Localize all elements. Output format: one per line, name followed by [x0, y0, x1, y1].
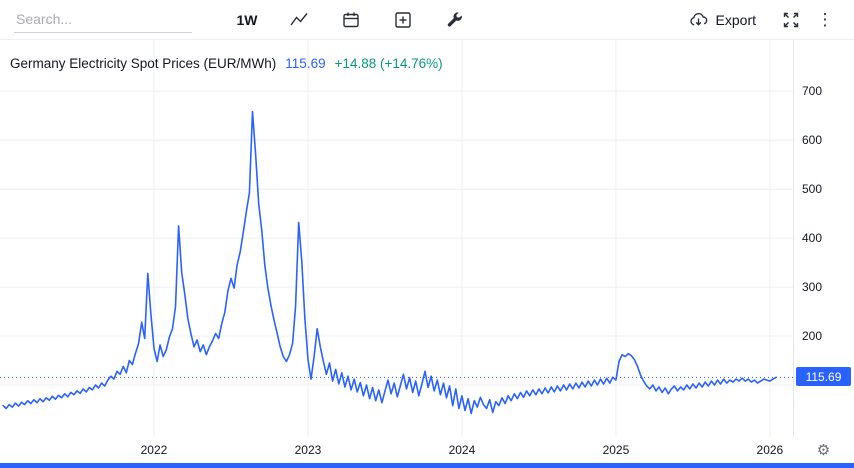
- series-title: Germany Electricity Spot Prices (EUR/MWh…: [10, 56, 277, 71]
- price-axis-label: 500: [802, 182, 823, 197]
- bottom-scrollbar[interactable]: [0, 463, 854, 468]
- fullscreen-button[interactable]: [776, 5, 806, 35]
- calendar-button[interactable]: [336, 5, 366, 35]
- price-change: +14.88 (+14.76%): [334, 56, 443, 71]
- cloud-download-icon: [688, 9, 709, 30]
- fullscreen-icon: [782, 11, 800, 29]
- calendar-icon: [341, 10, 361, 30]
- price-axis-label: 700: [802, 84, 823, 99]
- chart-area: Germany Electricity Spot Prices (EUR/MWh…: [0, 40, 854, 437]
- price-axis-label: 600: [802, 133, 823, 148]
- chart-style-button[interactable]: [284, 5, 314, 35]
- time-axis-label: 2024: [448, 443, 476, 457]
- gear-icon[interactable]: ⚙: [816, 442, 831, 459]
- price-axis[interactable]: 115.69 200 300 400 500 600 700: [793, 40, 854, 437]
- price-axis-label: 300: [802, 280, 823, 295]
- search-input[interactable]: [14, 6, 192, 33]
- toolbar: 1W: [0, 0, 854, 40]
- line-style-icon: [289, 10, 309, 30]
- interval-button[interactable]: 1W: [232, 5, 262, 35]
- export-label: Export: [715, 11, 756, 28]
- price-axis-label: 400: [802, 231, 823, 246]
- time-axis[interactable]: 2022 2023 2024 2025 2026: [0, 437, 793, 463]
- price-chart[interactable]: [0, 40, 793, 437]
- price-axis-label: 200: [802, 329, 823, 344]
- tools-button[interactable]: [440, 5, 470, 35]
- plus-square-icon: [393, 10, 413, 30]
- compare-button[interactable]: [388, 5, 418, 35]
- time-axis-label: 2026: [756, 443, 784, 457]
- chart-pane[interactable]: Germany Electricity Spot Prices (EUR/MWh…: [0, 40, 793, 437]
- time-axis-label: 2025: [602, 443, 630, 457]
- export-button[interactable]: Export: [680, 5, 764, 35]
- time-axis-row: 2022 2023 2024 2025 2026 ⚙: [0, 437, 854, 463]
- wrench-icon: [445, 10, 465, 30]
- time-axis-label: 2023: [294, 443, 322, 457]
- kebab-menu-icon[interactable]: ⋮: [810, 5, 840, 35]
- last-price: 115.69: [285, 56, 326, 71]
- current-price-tag: 115.69: [796, 367, 851, 387]
- time-axis-label: 2022: [140, 443, 168, 457]
- legend: Germany Electricity Spot Prices (EUR/MWh…: [10, 56, 443, 71]
